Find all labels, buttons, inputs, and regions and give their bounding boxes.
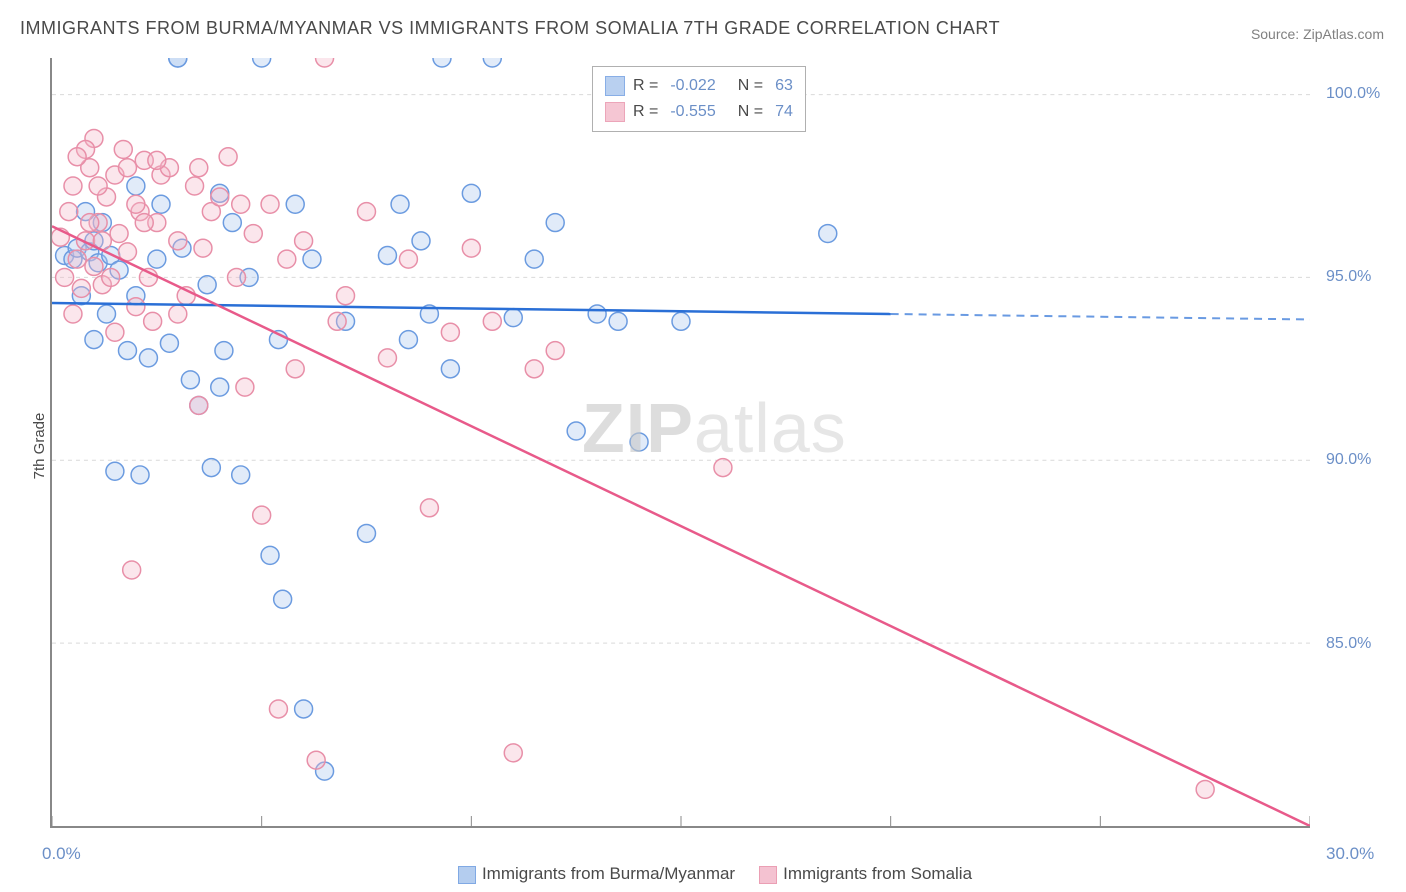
legend-label: Immigrants from Somalia	[783, 864, 972, 883]
stat-n-value: 63	[775, 73, 793, 99]
chart-svg	[52, 58, 1310, 826]
y-tick-label: 95.0%	[1326, 268, 1371, 286]
stat-r-label: R =	[633, 99, 658, 125]
stat-r-value: -0.022	[670, 73, 715, 99]
stat-n-label: N =	[738, 73, 763, 99]
y-tick-label: 85.0%	[1326, 635, 1371, 653]
legend-label: Immigrants from Burma/Myanmar	[482, 864, 735, 883]
plot-area: ZIPatlas R = -0.022N = 63R = -0.555N = 7…	[50, 58, 1310, 828]
stats-legend-row: R = -0.555 N = 74	[605, 99, 793, 125]
stat-n-label: N =	[738, 99, 763, 125]
legend-swatch	[605, 76, 625, 96]
stats-legend: R = -0.022 N = 63 R = -0.555 N = 74	[592, 66, 806, 132]
source-label: Source: ZipAtlas.com	[1251, 26, 1384, 42]
stat-r-label: R =	[633, 73, 658, 99]
y-tick-label: 90.0%	[1326, 451, 1371, 469]
bottom-legend: Immigrants from Burma/Myanmar Immigrants …	[0, 864, 1406, 884]
y-axis-label: 7th Grade	[31, 413, 48, 480]
legend-swatch	[759, 866, 777, 884]
y-tick-label: 100.0%	[1326, 85, 1380, 103]
legend-swatch	[458, 866, 476, 884]
x-tick-label: 0.0%	[42, 844, 81, 864]
stat-r-value: -0.555	[670, 99, 715, 125]
stats-legend-row: R = -0.022 N = 63	[605, 73, 793, 99]
x-tick-label: 30.0%	[1326, 844, 1374, 864]
legend-swatch	[605, 102, 625, 122]
chart-title: IMMIGRANTS FROM BURMA/MYANMAR VS IMMIGRA…	[20, 18, 1000, 39]
stat-n-value: 74	[775, 99, 793, 125]
